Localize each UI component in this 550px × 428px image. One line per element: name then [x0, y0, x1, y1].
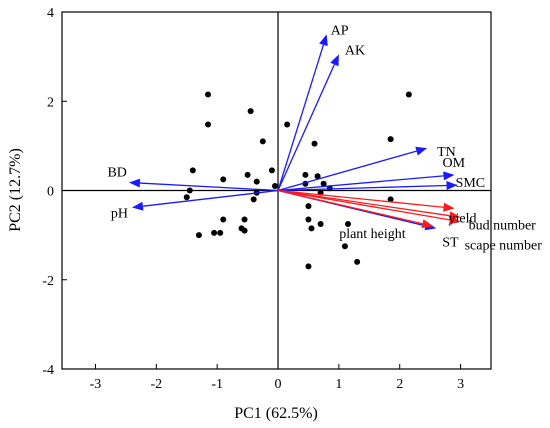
vector-arrowhead-ap [319, 34, 328, 47]
vector-arrowhead-scape-number [448, 215, 461, 225]
data-point [320, 180, 327, 187]
data-point [250, 196, 257, 203]
vector-line-bud-number [277, 189, 450, 217]
data-point [341, 243, 348, 250]
data-point [183, 194, 190, 201]
vector-line-om [277, 175, 444, 192]
x-axis-title: PC1 (62.5%) [234, 405, 318, 422]
vector-line-ap [277, 44, 325, 191]
y-axis-title: PC2 (12.7%) [7, 148, 24, 232]
y-tick-label: 4 [47, 6, 54, 21]
vector-label-bd: BD [107, 165, 126, 180]
data-point [268, 167, 275, 174]
vector-label-plant-height: plant height [339, 227, 406, 242]
data-point [205, 91, 212, 98]
vector-label-yield: yield [448, 211, 476, 226]
vector-line-tn [277, 150, 417, 192]
x-tick-label: 0 [275, 377, 282, 392]
data-point [305, 216, 312, 223]
data-point [186, 187, 193, 194]
data-point [317, 220, 324, 227]
vector-arrowhead-om [443, 171, 455, 181]
x-tick-label: -3 [90, 377, 102, 392]
data-point [220, 176, 227, 183]
vector-line-bd [139, 182, 279, 192]
y-tick-label: 0 [47, 185, 54, 200]
vector-arrowhead-yield [443, 202, 455, 212]
vector-arrowhead-smc [446, 180, 458, 190]
data-point [345, 220, 351, 227]
y-tick-label: -2 [42, 274, 54, 289]
data-point [326, 185, 333, 192]
data-point [195, 232, 202, 239]
vector-arrowhead-bd [128, 178, 141, 188]
data-point [305, 263, 312, 270]
x-tick-label: 3 [457, 377, 464, 392]
vector-line-plant-height [277, 189, 423, 225]
data-point [253, 178, 260, 185]
vector-label-ap: AP [331, 23, 349, 38]
vector-arrowhead-plant-height [421, 219, 434, 229]
data-point [217, 229, 224, 236]
data-point [405, 91, 412, 98]
vector-label-bud-number: bud number [469, 218, 537, 233]
data-point [211, 229, 218, 236]
vector-arrowhead-ph [131, 201, 144, 211]
vector-line-ak [277, 64, 335, 191]
x-tick-label: -2 [150, 377, 162, 392]
vector-line-smc [278, 184, 447, 192]
data-point [284, 121, 291, 128]
data-point [241, 227, 248, 234]
data-point [241, 216, 248, 223]
data-point [311, 140, 318, 147]
loading-vectors [128, 34, 461, 231]
vector-arrowhead-ak [330, 54, 339, 67]
data-point [387, 136, 394, 143]
vector-line-ph [142, 189, 279, 207]
axis-ticks: -3 -2 -1 0 1 2 3 -4 -2 0 2 4 [42, 6, 464, 392]
vector-label-tn: TN [437, 145, 456, 160]
data-point [220, 216, 227, 223]
vector-label-scape-number: scape number [465, 239, 543, 254]
data-point [247, 108, 254, 115]
y-tick-label: -4 [42, 363, 54, 378]
data-point [271, 183, 278, 190]
data-point [308, 225, 315, 232]
vector-label-smc: SMC [456, 176, 486, 191]
data-point [189, 167, 196, 174]
vector-arrowhead-tn [415, 146, 428, 156]
data-point [314, 173, 321, 180]
vector-label-om: OM [442, 156, 465, 171]
data-point [354, 258, 361, 265]
data-point [205, 121, 212, 128]
x-tick-label: 1 [335, 377, 342, 392]
vector-label-ph: pH [111, 206, 128, 221]
vector-line-yield [277, 189, 444, 208]
x-tick-label: 2 [396, 377, 403, 392]
data-point [302, 171, 309, 178]
data-point [244, 171, 251, 178]
vector-label-st: ST [442, 235, 459, 250]
data-point [259, 138, 266, 145]
y-tick-label: 2 [47, 95, 54, 110]
data-point [305, 203, 312, 210]
vector-label-ak: AK [345, 43, 365, 58]
data-point [387, 196, 394, 203]
vector-line-scape-number [277, 189, 450, 221]
x-tick-label: -1 [211, 377, 223, 392]
score-points [183, 91, 412, 270]
